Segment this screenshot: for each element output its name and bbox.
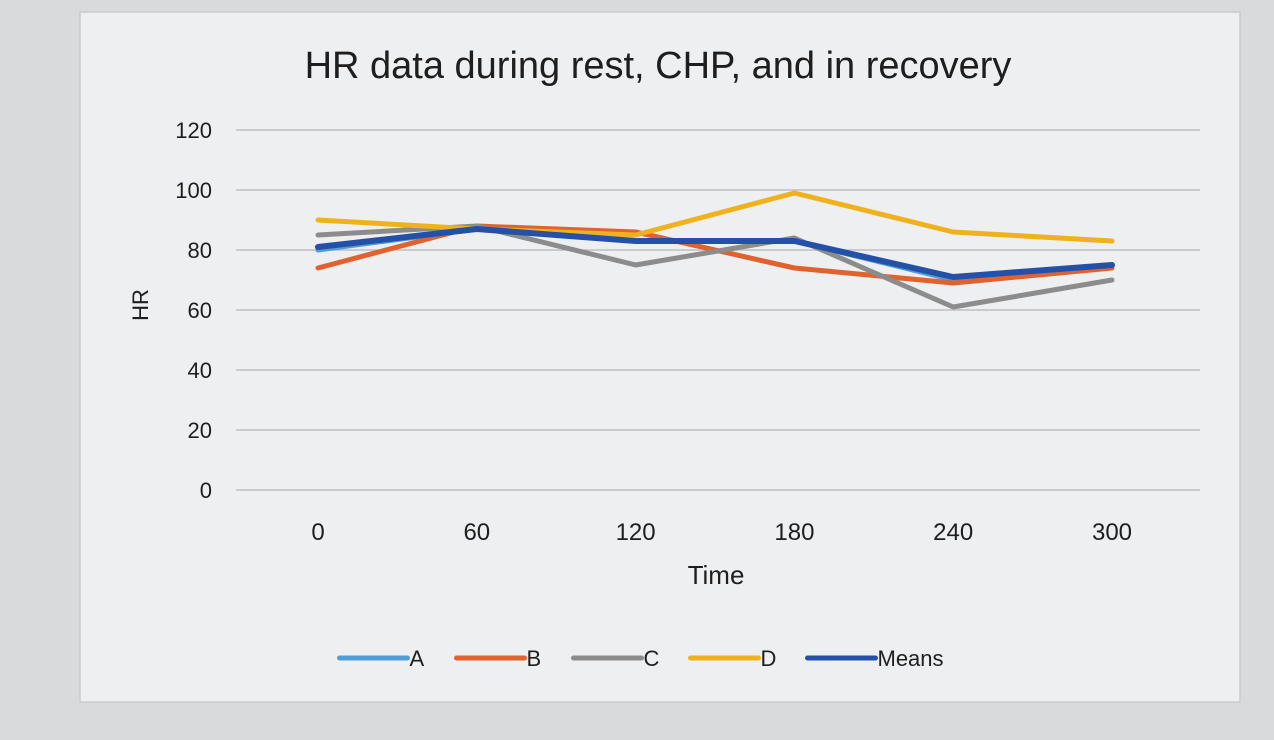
legend-item-b: B bbox=[454, 646, 542, 671]
y-tick-label: 20 bbox=[188, 418, 212, 443]
x-tick-label: 300 bbox=[1092, 519, 1132, 546]
x-tick-label: 60 bbox=[463, 519, 490, 546]
y-tick-label: 60 bbox=[188, 298, 212, 323]
legend-label: Means bbox=[878, 646, 944, 671]
x-tick-label: 180 bbox=[774, 519, 814, 546]
legend-item-a: A bbox=[337, 646, 425, 671]
x-tick-label: 0 bbox=[311, 519, 324, 546]
series-line-means bbox=[315, 226, 1115, 280]
y-tick-label: 40 bbox=[188, 358, 212, 383]
y-tick-label: 100 bbox=[175, 178, 212, 203]
y-tick-label: 80 bbox=[188, 238, 212, 263]
y-axis-label: HR bbox=[128, 289, 153, 321]
y-tick-label: 120 bbox=[175, 118, 212, 143]
legend-item-d: D bbox=[688, 646, 777, 671]
x-axis-label: Time bbox=[688, 560, 745, 590]
legend-label: A bbox=[410, 646, 425, 671]
gridlines bbox=[236, 129, 1200, 491]
series-lines bbox=[315, 190, 1115, 310]
x-tick-labels: 0 60 120 180 240 300 bbox=[311, 519, 1132, 546]
chart-title: HR data during rest, CHP, and in recover… bbox=[305, 45, 1012, 87]
legend-label: B bbox=[527, 646, 542, 671]
y-tick-label: 0 bbox=[200, 478, 212, 503]
legend: A B C D Means bbox=[337, 646, 944, 671]
x-tick-label: 240 bbox=[933, 519, 973, 546]
legend-label: C bbox=[644, 646, 660, 671]
series-line-d bbox=[315, 190, 1115, 244]
chart-area bbox=[79, 11, 1241, 703]
legend-item-c: C bbox=[571, 646, 660, 671]
legend-item-means: Means bbox=[805, 646, 944, 671]
legend-label: D bbox=[761, 646, 777, 671]
y-tick-labels: 0 20 40 60 80 100 120 bbox=[175, 118, 212, 503]
x-tick-label: 120 bbox=[616, 519, 656, 546]
